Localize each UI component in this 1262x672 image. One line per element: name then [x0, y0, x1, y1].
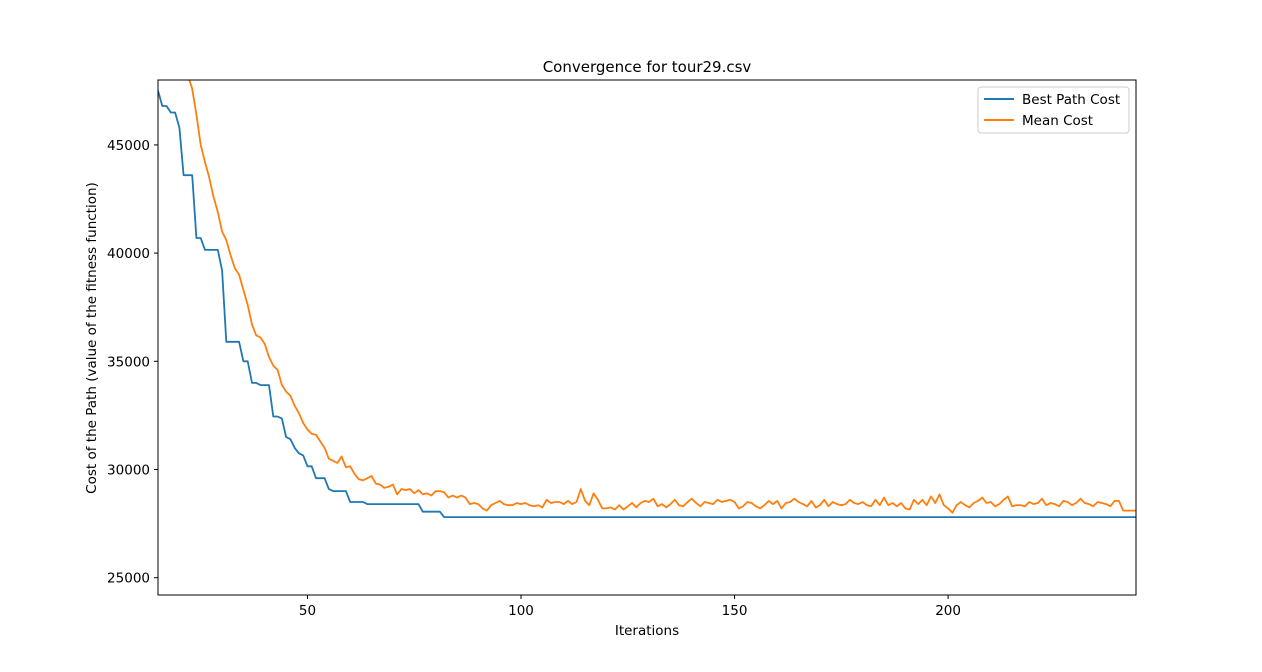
y-tick-label: 45000 — [107, 138, 150, 154]
x-tick-label: 100 — [508, 603, 534, 619]
y-tick-label: 25000 — [107, 571, 150, 587]
x-axis-label: Iterations — [615, 623, 679, 639]
chart-title: Convergence for tour29.csv — [543, 58, 752, 76]
y-axis-label: Cost of the Path (value of the fitness f… — [84, 182, 100, 494]
series-line-best-path-cost — [158, 90, 1136, 518]
x-tick-label: 150 — [722, 603, 748, 619]
legend: Best Path Cost Mean Cost — [977, 86, 1130, 134]
x-tick-label: 50 — [299, 603, 316, 619]
legend-label-mean-cost: Mean Cost — [1022, 113, 1093, 129]
series-line-mean-cost — [188, 80, 1136, 514]
x-tick-label: 200 — [935, 603, 961, 619]
y-axis-ticks: 25000 30000 35000 40000 45000 — [107, 138, 158, 587]
y-tick-label: 30000 — [107, 462, 150, 478]
x-axis-ticks: 50 100 150 200 — [299, 595, 961, 619]
y-tick-label: 35000 — [107, 354, 150, 370]
legend-label-best-path-cost: Best Path Cost — [1022, 92, 1120, 108]
plot-area-frame — [157, 79, 1137, 596]
legend-box — [977, 86, 1130, 134]
series-layer — [158, 80, 1136, 518]
y-tick-label: 40000 — [107, 246, 150, 262]
